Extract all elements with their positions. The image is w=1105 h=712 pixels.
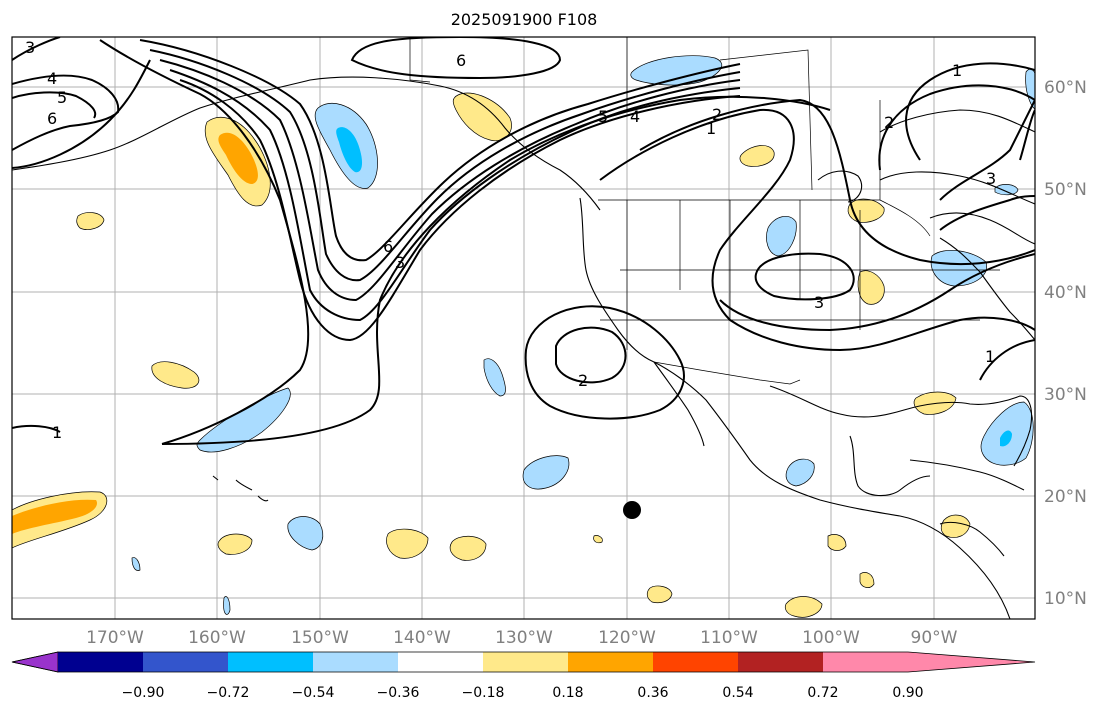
lat-label: 60°N xyxy=(1044,78,1087,98)
contour-label: 3 xyxy=(814,293,824,312)
colorbar-tick-label: −0.72 xyxy=(207,685,250,701)
colorbar-segment xyxy=(143,652,228,672)
contour-label: 1 xyxy=(52,423,62,442)
contour-label: 5 xyxy=(57,88,67,107)
strong-negative-anomaly-florida xyxy=(1000,430,1012,447)
coastlines xyxy=(12,76,1035,619)
lon-label: 90°W xyxy=(911,628,958,648)
contour-label: 2 xyxy=(712,105,722,124)
colorbar-tick-label: 0.36 xyxy=(637,685,668,701)
lat-label: 50°N xyxy=(1044,180,1087,200)
positive-anomaly-central-america xyxy=(827,534,847,551)
contour-label: 4 xyxy=(47,69,57,88)
contour-label: 6 xyxy=(383,237,393,256)
positive-anomaly-pacific-8 xyxy=(449,535,487,561)
positive-anomaly-pacific-10 xyxy=(784,596,823,618)
contour-label: 3 xyxy=(986,169,996,188)
colorbar-tick-label: 0.90 xyxy=(892,685,923,701)
contour-labels: 3 4 5 6 6 5 4 2 1 1 2 3 6 3 3 2 1 1 xyxy=(25,38,996,442)
negative-anomaly-pacific-4 xyxy=(522,455,570,490)
contour-label: 6 xyxy=(456,51,466,70)
contour-label: 3 xyxy=(25,38,35,57)
lon-label: 100°W xyxy=(802,628,860,648)
colorbar-tick-label: −0.36 xyxy=(377,685,420,701)
negative-anomaly-pacific-5 xyxy=(287,516,324,551)
colorbar-segment xyxy=(823,652,908,672)
lat-label: 30°N xyxy=(1044,385,1087,405)
colorbar-segment xyxy=(228,652,313,672)
colorbar-tick-label: −0.90 xyxy=(122,685,165,701)
negative-anomaly-north xyxy=(630,55,722,86)
lon-label: 160°W xyxy=(188,628,246,648)
positive-anomaly-pacific-1 xyxy=(151,361,200,389)
positive-anomaly-pacific-6 xyxy=(217,533,253,555)
negative-anomaly-maritime xyxy=(994,184,1019,196)
contour-label: 1 xyxy=(706,119,716,138)
contour-label: 1 xyxy=(952,61,962,80)
colorbar-segment xyxy=(653,652,738,672)
lat-label: 10°N xyxy=(1044,589,1087,609)
positive-anomaly-caribbean xyxy=(940,514,971,538)
colorbar-segment xyxy=(313,652,398,672)
lon-label: 110°W xyxy=(700,628,758,648)
lon-label: 130°W xyxy=(495,628,553,648)
contour-label: 1 xyxy=(985,347,995,366)
positive-anomaly-pacific-9 xyxy=(646,585,673,604)
colorbar-segment xyxy=(568,652,653,672)
lon-label: 140°W xyxy=(393,628,451,648)
negative-anomaly-mexico xyxy=(785,458,815,487)
colorbar-segment xyxy=(398,652,483,672)
colorbar-tick-label: −0.54 xyxy=(292,685,335,701)
negative-anomaly-small xyxy=(131,557,141,571)
colorbar-tick-label: −0.18 xyxy=(462,685,505,701)
location-marker xyxy=(623,501,641,519)
strong-negative-anomaly-gulf xyxy=(336,127,363,173)
colorbar: −0.90 −0.72 −0.54 −0.36 −0.18 0.18 0.36 … xyxy=(11,651,1036,701)
positive-anomaly-pacific-2 xyxy=(76,212,105,230)
lat-label: 20°N xyxy=(1044,487,1087,507)
strong-positive-anomaly-west-pacific xyxy=(12,499,98,534)
latitude-labels: 60°N 50°N 40°N 30°N 20°N 10°N xyxy=(1044,78,1087,609)
lon-label: 170°W xyxy=(86,628,144,648)
map-title: 2025091900 F108 xyxy=(450,10,598,29)
contours xyxy=(12,37,1035,445)
map-area xyxy=(12,37,1035,619)
positive-anomaly-lakes xyxy=(847,198,885,223)
contour-label: 6 xyxy=(47,109,57,128)
map-frame xyxy=(11,36,1036,620)
contour-label: 4 xyxy=(630,107,640,126)
contour-label: 3 xyxy=(395,253,405,272)
positive-anomaly-bc xyxy=(452,92,512,142)
contour-label: 2 xyxy=(578,371,588,390)
contour-label: 2 xyxy=(884,113,894,132)
lat-label: 40°N xyxy=(1044,283,1087,303)
colorbar-extend-low xyxy=(11,651,59,673)
contour-label: 5 xyxy=(598,107,608,126)
colorbar-segment xyxy=(738,652,823,672)
colorbar-segment xyxy=(483,652,568,672)
negative-anomaly-plains xyxy=(766,215,797,257)
positive-anomaly-canada xyxy=(739,145,775,167)
colorbar-tick-label: 0.72 xyxy=(807,685,838,701)
anomaly-shading xyxy=(12,55,1035,618)
lon-label: 150°W xyxy=(291,628,349,648)
colorbar-segment xyxy=(58,652,143,672)
positive-anomaly-central xyxy=(857,270,885,305)
positive-anomaly-central-america-2 xyxy=(859,572,875,588)
positive-anomaly-pacific-7 xyxy=(386,528,429,559)
strong-positive-anomaly-alaska xyxy=(218,132,258,184)
colorbar-tick-label: 0.54 xyxy=(722,685,753,701)
positive-anomaly-small xyxy=(593,535,603,544)
negative-anomaly-pacific-3 xyxy=(483,358,506,397)
negative-anomaly-small-2 xyxy=(223,596,231,615)
colorbar-tick-label: 0.18 xyxy=(552,685,583,701)
lon-label: 120°W xyxy=(598,628,656,648)
longitude-labels: 170°W 160°W 150°W 140°W 130°W 120°W 110°… xyxy=(86,628,958,648)
